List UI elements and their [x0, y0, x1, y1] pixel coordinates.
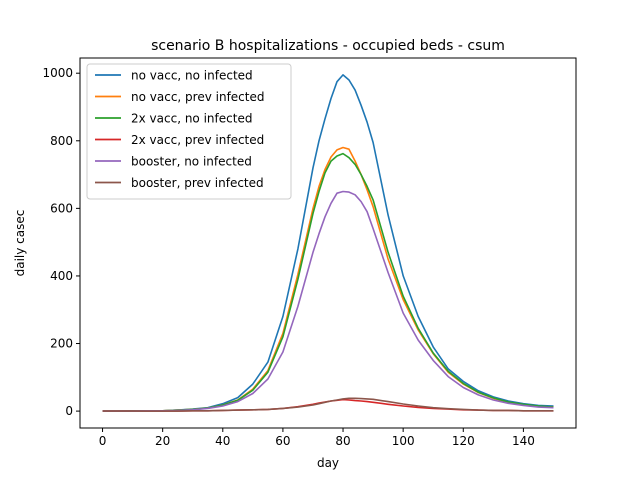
x-tick-label: 120 [452, 434, 475, 448]
x-tick-label: 40 [215, 434, 230, 448]
legend-entry: no vacc, prev infected [131, 90, 264, 104]
series-line-6 [102, 397, 554, 412]
legend-entry: booster, prev infected [131, 176, 264, 190]
y-axis-label: daily casec [13, 210, 27, 277]
x-axis: 0 20 40 60 80 100 120 140 [99, 428, 535, 448]
legend-entry: no vacc, no infected [131, 69, 253, 83]
legend-entry: booster, no infected [131, 155, 252, 169]
series-line-5 [102, 190, 554, 412]
x-tick-label: 0 [99, 434, 107, 448]
x-tick-label: 100 [392, 434, 415, 448]
y-tick-label: 1000 [42, 66, 73, 80]
x-tick-label: 60 [275, 434, 290, 448]
y-tick-label: 800 [50, 134, 73, 148]
y-tick-label: 600 [50, 201, 73, 215]
x-tick-label: 80 [335, 434, 350, 448]
plot-frame [79, 57, 577, 429]
y-axis: 0 200 400 600 800 1000 [42, 66, 80, 418]
x-tick-label: 20 [155, 434, 170, 448]
plot-area [79, 57, 577, 429]
legend-entry: 2x vacc, prev infected [131, 133, 264, 147]
x-tick-label: 140 [512, 434, 535, 448]
series-layer [102, 74, 554, 412]
y-tick-label: 200 [50, 337, 73, 351]
legend: no vacc, no infected no vacc, prev infect… [86, 63, 292, 200]
y-tick-label: 0 [65, 404, 73, 418]
chart-title: scenario B hospitalizations - occupied b… [151, 38, 505, 54]
y-tick-label: 400 [50, 269, 73, 283]
legend-entry: 2x vacc, no infected [131, 112, 252, 126]
legend-box [86, 63, 292, 200]
x-axis-label: day [317, 456, 339, 470]
